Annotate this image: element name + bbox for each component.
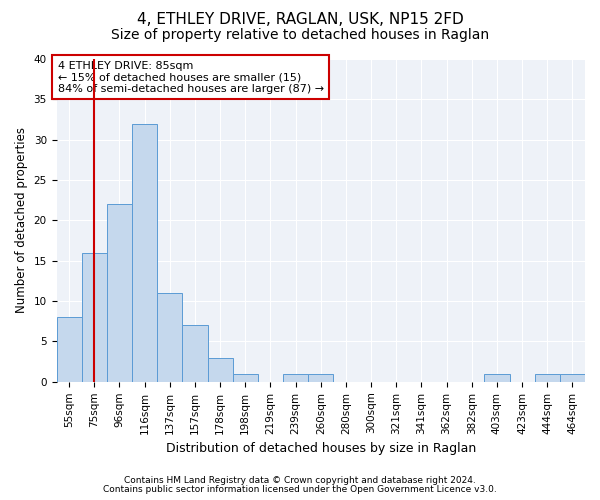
Text: Size of property relative to detached houses in Raglan: Size of property relative to detached ho… — [111, 28, 489, 42]
Bar — [157, 293, 182, 382]
Bar — [484, 374, 509, 382]
Bar — [233, 374, 258, 382]
Bar — [283, 374, 308, 382]
Bar — [56, 318, 82, 382]
Text: 4 ETHLEY DRIVE: 85sqm
← 15% of detached houses are smaller (15)
84% of semi-deta: 4 ETHLEY DRIVE: 85sqm ← 15% of detached … — [58, 60, 324, 94]
Bar — [308, 374, 334, 382]
Text: Contains public sector information licensed under the Open Government Licence v3: Contains public sector information licen… — [103, 485, 497, 494]
Y-axis label: Number of detached properties: Number of detached properties — [15, 128, 28, 314]
Bar — [560, 374, 585, 382]
Bar — [535, 374, 560, 382]
Bar — [182, 326, 208, 382]
Bar — [132, 124, 157, 382]
Bar — [107, 204, 132, 382]
Bar — [82, 252, 107, 382]
X-axis label: Distribution of detached houses by size in Raglan: Distribution of detached houses by size … — [166, 442, 476, 455]
Text: Contains HM Land Registry data © Crown copyright and database right 2024.: Contains HM Land Registry data © Crown c… — [124, 476, 476, 485]
Bar — [208, 358, 233, 382]
Text: 4, ETHLEY DRIVE, RAGLAN, USK, NP15 2FD: 4, ETHLEY DRIVE, RAGLAN, USK, NP15 2FD — [137, 12, 463, 28]
